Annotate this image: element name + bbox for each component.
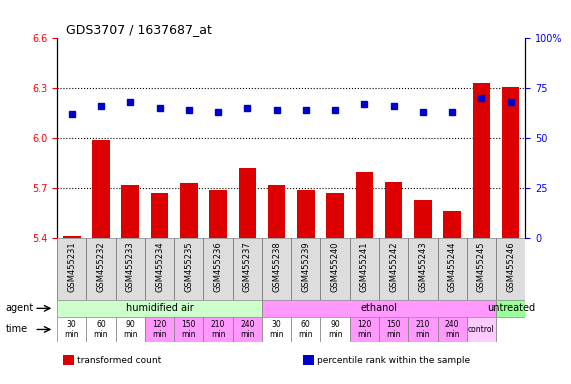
Bar	[63, 355, 74, 365]
Bar	[57, 300, 262, 317]
Bar	[57, 317, 86, 342]
Bar	[437, 317, 467, 342]
Bar	[496, 300, 525, 317]
Text: 150
min: 150 min	[387, 319, 401, 339]
Text: 90
min: 90 min	[123, 319, 138, 339]
Bar	[467, 317, 496, 342]
Bar	[349, 238, 379, 300]
Bar	[86, 317, 115, 342]
Text: 60
min: 60 min	[94, 319, 108, 339]
Bar	[408, 317, 437, 342]
Bar	[93, 140, 110, 238]
Bar	[233, 317, 262, 342]
Bar	[145, 317, 174, 342]
Bar	[174, 238, 203, 300]
Text: humidified air: humidified air	[126, 303, 194, 313]
Bar	[303, 355, 314, 365]
Bar	[145, 238, 174, 300]
Bar	[268, 185, 286, 238]
Text: untreated: untreated	[486, 303, 535, 313]
Bar	[408, 238, 437, 300]
Text: 210
min: 210 min	[416, 319, 430, 339]
Bar	[320, 238, 349, 300]
Bar	[385, 182, 403, 238]
Text: 60
min: 60 min	[299, 319, 313, 339]
Text: GSM455245: GSM455245	[477, 241, 486, 292]
Bar	[297, 190, 315, 238]
Text: GSM455234: GSM455234	[155, 241, 164, 292]
Bar	[467, 238, 496, 300]
Text: GSM455236: GSM455236	[214, 241, 223, 292]
Text: GSM455233: GSM455233	[126, 241, 135, 292]
Bar	[115, 317, 145, 342]
Bar	[291, 238, 320, 300]
Text: GSM455239: GSM455239	[301, 241, 311, 292]
Text: GSM455246: GSM455246	[506, 241, 515, 292]
Bar	[151, 193, 168, 238]
Bar	[203, 238, 233, 300]
Text: 30
min: 30 min	[270, 319, 284, 339]
Text: GSM455238: GSM455238	[272, 241, 281, 292]
Bar	[122, 185, 139, 238]
Text: 120
min: 120 min	[357, 319, 372, 339]
Bar	[437, 238, 467, 300]
Bar	[379, 238, 408, 300]
Bar	[174, 317, 203, 342]
Bar	[262, 317, 291, 342]
Bar	[320, 317, 349, 342]
Bar	[86, 238, 115, 300]
Bar	[379, 317, 408, 342]
Bar	[262, 300, 496, 317]
Text: 150
min: 150 min	[182, 319, 196, 339]
Text: GSM455243: GSM455243	[419, 241, 428, 292]
Bar	[356, 172, 373, 238]
Text: agent: agent	[6, 303, 34, 313]
Bar	[239, 168, 256, 238]
Text: 120
min: 120 min	[152, 319, 167, 339]
Text: time: time	[6, 324, 28, 334]
Text: GSM455231: GSM455231	[67, 241, 77, 292]
Text: transformed count: transformed count	[77, 356, 162, 365]
Bar	[57, 238, 86, 300]
Bar	[349, 317, 379, 342]
Text: GSM455237: GSM455237	[243, 241, 252, 292]
Bar	[203, 317, 233, 342]
Text: percentile rank within the sample: percentile rank within the sample	[317, 356, 470, 365]
Bar	[115, 238, 145, 300]
Bar	[443, 212, 461, 238]
Text: 30
min: 30 min	[65, 319, 79, 339]
Text: 240
min: 240 min	[240, 319, 255, 339]
Text: GDS3707 / 1637687_at: GDS3707 / 1637687_at	[66, 23, 212, 36]
Text: GSM455241: GSM455241	[360, 241, 369, 292]
Bar	[262, 238, 291, 300]
Text: GSM455244: GSM455244	[448, 241, 457, 292]
Text: GSM455232: GSM455232	[96, 241, 106, 292]
Text: ethanol: ethanol	[360, 303, 397, 313]
Bar	[180, 183, 198, 238]
Text: GSM455235: GSM455235	[184, 241, 194, 292]
Bar	[63, 237, 81, 238]
Text: 90
min: 90 min	[328, 319, 343, 339]
Text: control: control	[468, 325, 495, 334]
Bar	[414, 200, 432, 238]
Text: GSM455242: GSM455242	[389, 241, 398, 292]
Text: 240
min: 240 min	[445, 319, 460, 339]
Bar	[209, 190, 227, 238]
Text: GSM455240: GSM455240	[331, 241, 340, 292]
Bar	[291, 317, 320, 342]
Text: 210
min: 210 min	[211, 319, 226, 339]
Bar	[326, 193, 344, 238]
Bar	[473, 83, 490, 238]
Bar	[496, 317, 525, 342]
Bar	[233, 238, 262, 300]
Bar	[502, 87, 520, 238]
Bar	[496, 238, 525, 300]
